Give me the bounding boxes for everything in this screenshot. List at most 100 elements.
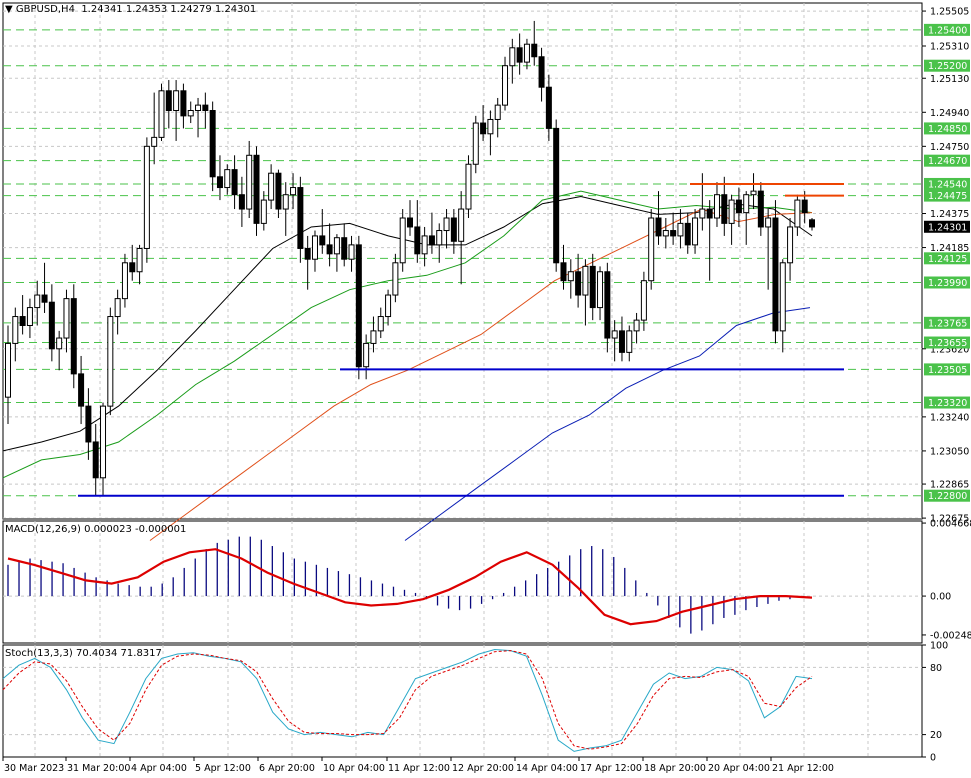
candle[interactable] — [78, 355, 85, 425]
candle[interactable] — [151, 92, 158, 165]
candle[interactable] — [721, 176, 728, 236]
candle[interactable] — [202, 92, 209, 129]
candle[interactable] — [648, 209, 655, 290]
candle[interactable] — [743, 191, 750, 245]
candle[interactable] — [173, 80, 180, 141]
candle[interactable] — [26, 298, 33, 339]
candle[interactable] — [684, 212, 691, 254]
candle[interactable] — [231, 155, 238, 210]
candle[interactable] — [436, 223, 443, 263]
candle[interactable] — [63, 289, 70, 353]
candle[interactable] — [290, 173, 297, 210]
candle[interactable] — [348, 235, 355, 272]
candle[interactable] — [246, 140, 253, 218]
candle[interactable] — [553, 119, 560, 272]
candle[interactable] — [567, 259, 574, 299]
candle[interactable] — [502, 56, 509, 111]
candle[interactable] — [392, 253, 399, 303]
candle[interactable] — [5, 325, 11, 425]
candle[interactable] — [662, 218, 669, 249]
candle[interactable] — [19, 295, 26, 335]
candle[interactable] — [282, 182, 289, 236]
candle[interactable] — [794, 194, 801, 236]
candle[interactable] — [670, 212, 677, 245]
candle[interactable] — [275, 169, 282, 218]
trend-lines[interactable] — [78, 182, 844, 497]
candle[interactable] — [575, 253, 582, 308]
candle[interactable] — [692, 209, 699, 254]
candle[interactable] — [70, 284, 77, 389]
candle[interactable] — [195, 97, 202, 138]
candle[interactable] — [34, 280, 41, 326]
candle[interactable] — [480, 105, 487, 141]
candle[interactable] — [377, 307, 384, 339]
candle[interactable] — [187, 101, 194, 124]
candle[interactable] — [107, 307, 114, 416]
candle[interactable] — [450, 209, 457, 254]
candle[interactable] — [311, 230, 318, 272]
candle[interactable] — [538, 47, 545, 102]
candle[interactable] — [268, 164, 275, 210]
candle[interactable] — [458, 191, 465, 285]
candle[interactable] — [326, 223, 333, 267]
candle[interactable] — [757, 182, 764, 236]
candle[interactable] — [180, 83, 187, 129]
candle[interactable] — [370, 316, 377, 353]
candle[interactable] — [399, 209, 406, 272]
candle[interactable] — [56, 330, 63, 371]
candle[interactable] — [253, 146, 260, 236]
candle[interactable] — [487, 110, 494, 156]
candle[interactable] — [618, 316, 625, 362]
candle[interactable] — [494, 97, 501, 138]
candle[interactable] — [772, 200, 779, 344]
candle[interactable] — [114, 289, 121, 335]
candle[interactable] — [216, 155, 223, 201]
candle[interactable] — [414, 200, 421, 263]
candle[interactable] — [121, 253, 128, 308]
candle[interactable] — [85, 388, 92, 460]
candle[interactable] — [407, 200, 413, 236]
candle[interactable] — [238, 176, 245, 227]
candle[interactable] — [333, 234, 340, 272]
candle[interactable] — [604, 262, 611, 353]
candle[interactable] — [48, 284, 55, 362]
candlesticks[interactable] — [5, 20, 815, 496]
candle[interactable] — [363, 334, 370, 380]
candle[interactable] — [100, 402, 107, 496]
candle[interactable] — [750, 173, 757, 210]
candle[interactable] — [699, 173, 706, 231]
candle[interactable] — [443, 209, 450, 249]
candle[interactable] — [341, 223, 348, 267]
candle[interactable] — [12, 307, 19, 362]
candle[interactable] — [143, 137, 150, 263]
candle[interactable] — [319, 209, 326, 254]
candle[interactable] — [787, 218, 794, 281]
candle[interactable] — [304, 235, 311, 290]
candle[interactable] — [41, 262, 48, 313]
candle[interactable] — [516, 33, 523, 75]
candle[interactable] — [589, 253, 596, 321]
candle[interactable] — [611, 320, 618, 362]
candle[interactable] — [92, 424, 99, 496]
candle[interactable] — [626, 325, 633, 362]
candle[interactable] — [677, 209, 684, 249]
candle[interactable] — [465, 155, 472, 218]
candle[interactable] — [655, 191, 662, 245]
candle[interactable] — [765, 209, 772, 290]
dropdown-triangle-icon[interactable]: ▼ — [5, 4, 16, 15]
candle[interactable] — [428, 212, 435, 254]
candle[interactable] — [523, 38, 530, 70]
candle[interactable] — [385, 289, 392, 326]
candle[interactable] — [640, 271, 647, 331]
candle[interactable] — [260, 191, 267, 231]
candle[interactable] — [136, 244, 143, 285]
candle[interactable] — [509, 38, 516, 84]
candle[interactable] — [472, 115, 479, 174]
candle[interactable] — [706, 200, 713, 281]
candle[interactable] — [158, 83, 165, 141]
candle[interactable] — [355, 235, 362, 380]
candle[interactable] — [545, 74, 552, 141]
candle[interactable] — [531, 20, 538, 66]
candle[interactable] — [597, 266, 604, 321]
candle[interactable] — [582, 259, 589, 326]
